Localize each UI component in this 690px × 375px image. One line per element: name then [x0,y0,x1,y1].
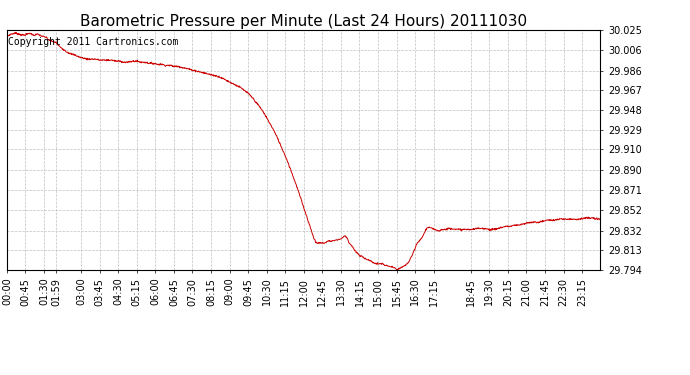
Text: Copyright 2011 Cartronics.com: Copyright 2011 Cartronics.com [8,37,179,47]
Title: Barometric Pressure per Minute (Last 24 Hours) 20111030: Barometric Pressure per Minute (Last 24 … [80,14,527,29]
